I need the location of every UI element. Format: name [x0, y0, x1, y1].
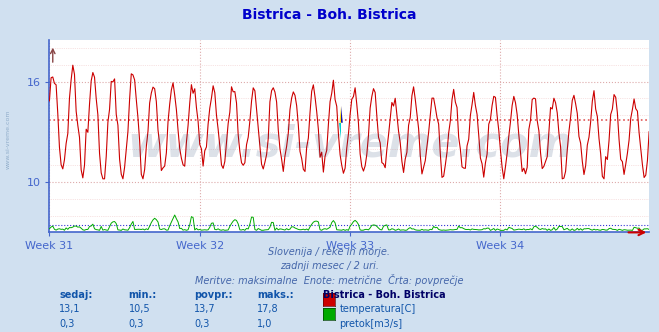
Polygon shape [339, 106, 341, 123]
Text: maks.:: maks.: [257, 290, 294, 300]
Text: sedaj:: sedaj: [59, 290, 93, 300]
Text: 10,5: 10,5 [129, 304, 150, 314]
Text: Meritve: maksimalne  Enote: metrične  Črta: povprečje: Meritve: maksimalne Enote: metrične Črta… [195, 274, 464, 286]
Text: povpr.:: povpr.: [194, 290, 233, 300]
Text: 1,0: 1,0 [257, 319, 272, 329]
Text: temperatura[C]: temperatura[C] [339, 304, 416, 314]
Text: zadnji mesec / 2 uri.: zadnji mesec / 2 uri. [280, 261, 379, 271]
Text: 13,7: 13,7 [194, 304, 216, 314]
Text: 0,3: 0,3 [194, 319, 210, 329]
Text: Bistrica - Boh. Bistrica: Bistrica - Boh. Bistrica [243, 8, 416, 22]
Text: 0,3: 0,3 [129, 319, 144, 329]
Text: 17,8: 17,8 [257, 304, 279, 314]
Text: 0,3: 0,3 [59, 319, 74, 329]
Text: min.:: min.: [129, 290, 157, 300]
Text: www.si-vreme.com: www.si-vreme.com [5, 110, 11, 169]
Text: pretok[m3/s]: pretok[m3/s] [339, 319, 403, 329]
Text: Slovenija / reke in morje.: Slovenija / reke in morje. [268, 247, 391, 257]
Text: 13,1: 13,1 [59, 304, 81, 314]
Polygon shape [339, 123, 341, 139]
Text: www.si-vreme.com: www.si-vreme.com [128, 124, 573, 165]
Text: Bistrica - Boh. Bistrica: Bistrica - Boh. Bistrica [323, 290, 445, 300]
Polygon shape [341, 106, 343, 123]
